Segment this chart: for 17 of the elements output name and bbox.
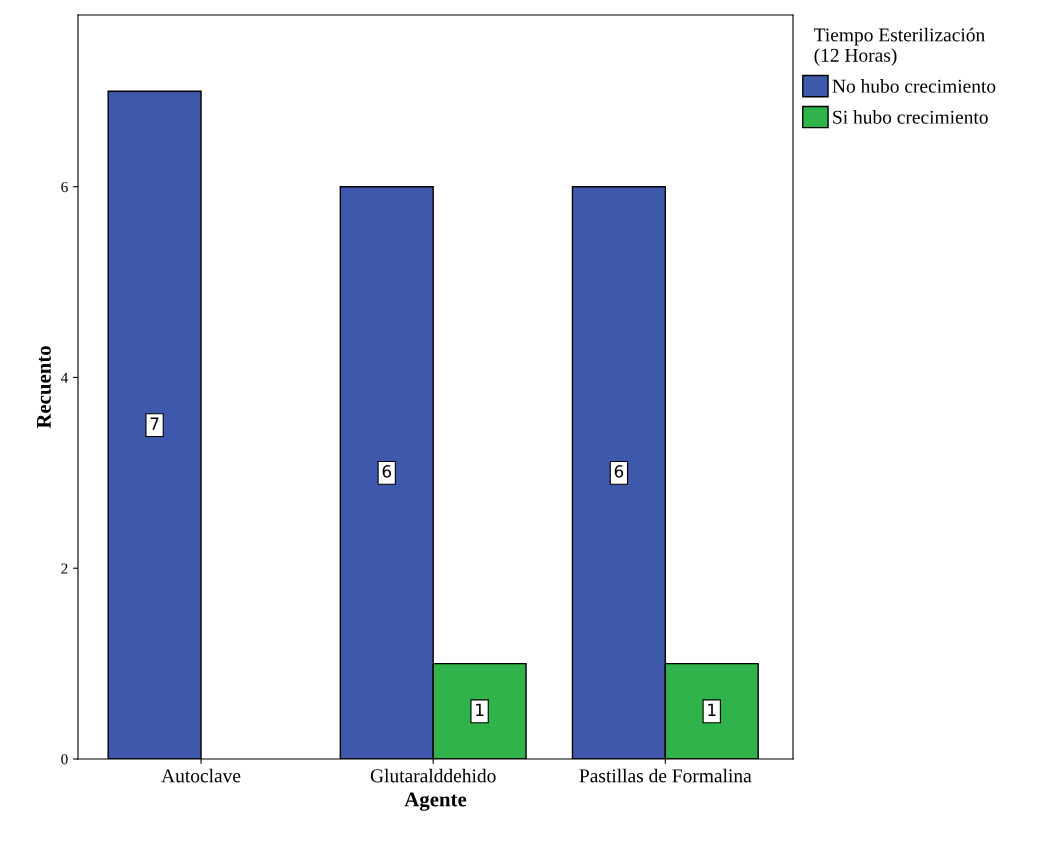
data-label: 1 bbox=[708, 703, 716, 716]
y-tick-label: 6 bbox=[61, 181, 68, 193]
y-tick-label: 0 bbox=[61, 754, 68, 765]
x-tick-label: Autoclave bbox=[161, 768, 241, 783]
data-label: 1 bbox=[476, 703, 484, 716]
x-tick-label: Pastillas de Formalina bbox=[579, 768, 752, 783]
x-tick-label: Glutaralddehido bbox=[370, 768, 496, 783]
y-axis-title: Recuento bbox=[37, 346, 51, 429]
y-tick-label: 2 bbox=[61, 563, 68, 574]
legend-label: No hubo crecimiento bbox=[832, 79, 996, 93]
x-axis-title: Agente bbox=[404, 792, 467, 811]
data-label: 6 bbox=[382, 465, 391, 478]
legend-title: Tiempo Esterilización (12 Horas) bbox=[814, 27, 985, 66]
data-label: 6 bbox=[614, 465, 624, 478]
y-tick-label: 4 bbox=[60, 372, 69, 383]
data-label: 7 bbox=[150, 417, 159, 430]
legend-label: Si hubo crecimiento bbox=[833, 110, 988, 124]
